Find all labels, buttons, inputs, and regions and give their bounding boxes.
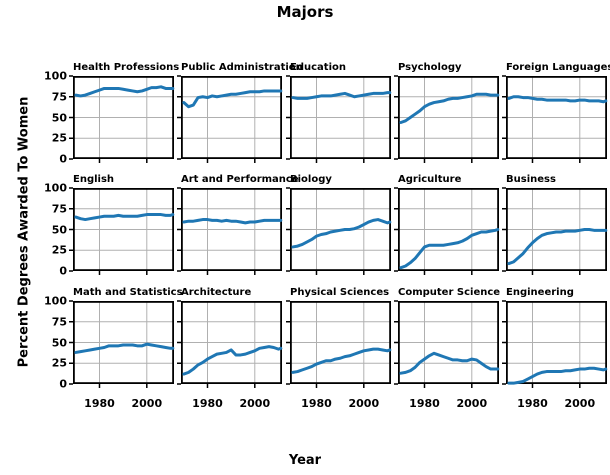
subplot-title: Physical Sciences bbox=[290, 287, 390, 298]
y-tick-label: 100 bbox=[44, 69, 67, 83]
subplot-canvas-public-administration bbox=[177, 75, 283, 163]
x-tick-label: 2000 bbox=[564, 397, 596, 410]
subplot-title: Business bbox=[506, 174, 556, 185]
subplot-canvas-education bbox=[286, 75, 392, 163]
subplot-title: Agriculture bbox=[398, 174, 462, 185]
subplot-architecture: Architecture 1980 2000 bbox=[177, 288, 283, 409]
subplot-canvas-agriculture bbox=[394, 187, 500, 275]
subplot-title: Biology bbox=[290, 174, 332, 185]
y-tick-label: 75 bbox=[51, 315, 67, 329]
y-tick-label: 100 bbox=[44, 181, 67, 195]
subplot-foreign-languages: Foreign Languages bbox=[502, 63, 610, 163]
subplot-canvas-art-and-performance bbox=[177, 187, 283, 275]
subplot-canvas-english bbox=[69, 187, 175, 275]
subplot-title: Health Professions bbox=[73, 62, 180, 73]
y-tick-label: 50 bbox=[51, 111, 67, 124]
subplot-canvas-physical-sciences bbox=[286, 300, 392, 388]
subplot-title: Foreign Languages bbox=[506, 62, 610, 73]
subplot-computer-science: Computer Science 1980 2000 bbox=[394, 288, 500, 409]
subplot-canvas-math-and-statistics bbox=[69, 300, 175, 388]
subplot-canvas-engineering bbox=[502, 300, 608, 388]
subplot-title: Art and Performance bbox=[181, 174, 299, 185]
subplot-engineering: Engineering 1980 2000 bbox=[502, 288, 608, 409]
subplot-title: Computer Science bbox=[398, 287, 501, 298]
y-tick-label: 50 bbox=[51, 223, 67, 236]
subplot-canvas-business bbox=[502, 187, 608, 275]
subplot-title: Psychology bbox=[398, 62, 462, 73]
y-tick-label: 0 bbox=[59, 377, 67, 391]
subplot-education: Education bbox=[286, 63, 392, 163]
y-axis-label: Percent Degrees Awarded To Women bbox=[16, 96, 32, 368]
y-tick-label: 100 bbox=[44, 294, 67, 308]
x-axis-label: Year bbox=[288, 453, 322, 468]
subplot-math-and-statistics: Math and Statistics 0 25 50 75 100 1980 2000 bbox=[44, 288, 183, 410]
subplot-biology: Biology bbox=[286, 175, 392, 275]
x-tick-label: 1980 bbox=[301, 397, 332, 410]
x-tick-label: 1980 bbox=[192, 397, 223, 410]
x-tick-label: 2000 bbox=[348, 397, 380, 410]
subplot-canvas-psychology bbox=[394, 75, 500, 163]
subplot-title: Public Administration bbox=[181, 62, 303, 73]
subplot-title: Math and Statistics bbox=[73, 287, 183, 298]
subplot-agriculture: Agriculture bbox=[394, 175, 500, 275]
x-tick-label: 2000 bbox=[131, 397, 163, 410]
x-tick-label: 1980 bbox=[84, 397, 115, 410]
subplot-canvas-foreign-languages bbox=[502, 75, 608, 163]
y-tick-label: 25 bbox=[51, 131, 67, 145]
subplot-physical-sciences: Physical Sciences 1980 2000 bbox=[286, 288, 392, 409]
y-tick-label: 50 bbox=[51, 336, 67, 349]
subplot-title: Engineering bbox=[506, 287, 574, 298]
subplot-canvas-health-professions bbox=[69, 75, 175, 163]
subplot-public-administration: Public Administration bbox=[177, 63, 303, 163]
subplot-title: Architecture bbox=[181, 287, 252, 298]
subplot-psychology: Psychology bbox=[394, 63, 500, 163]
subplot-canvas-computer-science bbox=[394, 300, 500, 388]
subplot-title: Education bbox=[290, 62, 346, 73]
subplot-canvas-biology bbox=[286, 187, 392, 275]
subplot-art-and-performance: Art and Performance bbox=[177, 175, 299, 275]
subplot-health-professions: Health Professions 0 25 50 75 100 bbox=[44, 63, 179, 165]
x-tick-label: 1980 bbox=[409, 397, 440, 410]
figure-title: Majors bbox=[276, 3, 334, 21]
subplot-business: Business bbox=[502, 175, 608, 275]
x-tick-label: 2000 bbox=[239, 397, 271, 410]
y-tick-label: 75 bbox=[51, 90, 67, 104]
x-tick-label: 1980 bbox=[517, 397, 548, 410]
y-tick-label: 0 bbox=[59, 264, 67, 278]
y-tick-label: 75 bbox=[51, 202, 67, 216]
y-tick-label: 25 bbox=[51, 243, 67, 257]
subplot-title: English bbox=[73, 174, 115, 185]
subplot-english: English 0 25 50 75 100 bbox=[44, 175, 175, 277]
y-tick-label: 0 bbox=[59, 152, 67, 166]
x-tick-label: 2000 bbox=[456, 397, 488, 410]
subplot-canvas-architecture bbox=[177, 300, 283, 388]
y-tick-label: 25 bbox=[51, 356, 67, 370]
